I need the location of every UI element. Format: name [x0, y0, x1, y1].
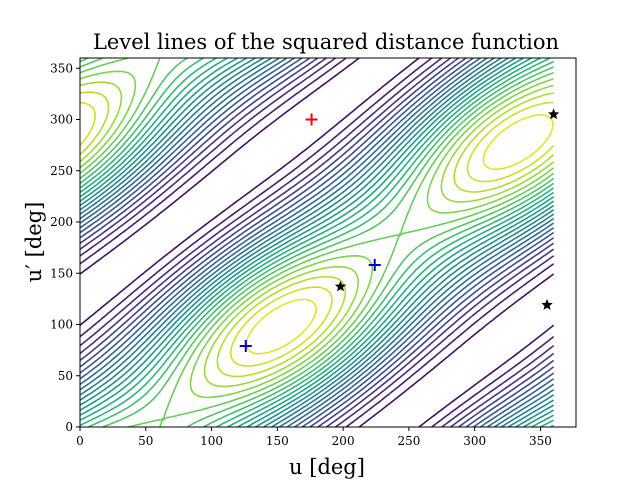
critical-point-star-marker: [541, 299, 553, 310]
x-axis-label: u [deg]: [289, 455, 365, 479]
x-tick-label: 200: [332, 434, 355, 448]
x-tick-label: 50: [138, 434, 153, 448]
y-axis-label: u′ [deg]: [22, 202, 46, 283]
contour-level-line: [80, 58, 555, 427]
x-tick-label: 350: [529, 434, 552, 448]
contour-level-line: [80, 58, 555, 427]
plot-frame: [79, 57, 577, 428]
contour-level-line: [80, 58, 555, 427]
contour-level-line: [80, 58, 555, 427]
y-tick-label: 300: [50, 113, 73, 127]
contour-level-line: [80, 91, 555, 378]
x-tick-label: 0: [76, 434, 84, 448]
y-tick-label: 100: [50, 318, 73, 332]
contour-level-line: [80, 70, 555, 399]
contour-level-line: [80, 58, 555, 427]
contour-level-line: [80, 58, 555, 427]
y-tick-label: 200: [50, 215, 73, 229]
maximum-plus-marker: [305, 113, 318, 126]
x-axis-ticks: 0 50 100 150 200 250 300 350: [76, 427, 552, 448]
y-tick-label: 50: [58, 369, 73, 383]
y-tick-label: 0: [65, 420, 73, 434]
contour-level-line: [80, 58, 555, 427]
x-tick-label: 250: [397, 434, 420, 448]
contour-level-line: [80, 101, 555, 367]
x-tick-label: 300: [463, 434, 486, 448]
contour-level-line: [80, 58, 555, 427]
chart-title: Level lines of the squared distance func…: [93, 30, 559, 54]
critical-point-star-marker: [334, 280, 347, 292]
y-axis-ticks: 0 50 100 150 200 250 300 350: [50, 61, 80, 434]
contour-level-line: [80, 58, 555, 427]
x-tick-label: 150: [266, 434, 289, 448]
y-tick-label: 350: [50, 61, 73, 75]
y-tick-label: 250: [50, 164, 73, 178]
critical-point-plus-marker: [368, 259, 381, 272]
critical-point-plus-marker: [239, 340, 252, 353]
contour-lines: [80, 58, 555, 427]
contour-level-line: [80, 81, 555, 388]
critical-point-star-marker: [547, 108, 560, 120]
markers-layer: [239, 108, 560, 353]
contour-level-line: [80, 58, 555, 427]
y-tick-label: 150: [50, 266, 73, 280]
contour-level-line: [80, 58, 555, 427]
x-tick-label: 100: [200, 434, 223, 448]
